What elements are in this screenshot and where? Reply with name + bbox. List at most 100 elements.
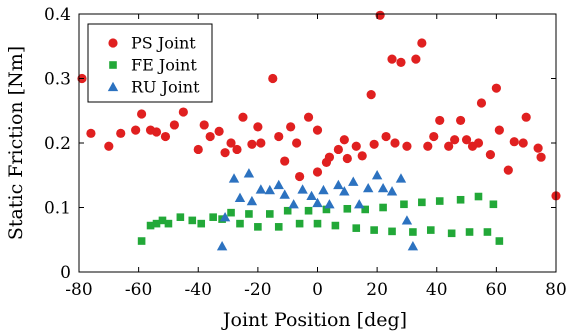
data-point <box>485 150 496 160</box>
legend-marker <box>109 61 117 69</box>
x-tick-label: -60 <box>125 280 152 300</box>
data-point <box>417 38 427 48</box>
legend-item: RU Joint <box>107 78 200 97</box>
data-point <box>151 127 162 137</box>
data-point <box>435 197 444 205</box>
data-point <box>209 213 217 221</box>
data-point <box>236 219 244 228</box>
data-point <box>401 215 413 225</box>
x-tick-label: 20 <box>366 280 388 300</box>
data-point <box>395 173 407 183</box>
legend-item: FE Joint <box>109 56 197 75</box>
data-point <box>456 115 466 126</box>
data-point <box>197 219 206 228</box>
legend: PS Joint FE Joint RU Joint <box>87 23 213 103</box>
plot-area <box>77 10 561 251</box>
data-point <box>104 141 114 151</box>
data-point <box>164 219 173 228</box>
legend-label: PS Joint <box>131 34 196 53</box>
data-point <box>238 112 248 122</box>
data-point <box>444 141 454 151</box>
data-point <box>280 156 290 166</box>
series-triangle <box>216 168 419 251</box>
x-tick-label: 40 <box>426 280 448 300</box>
x-tick-label: -80 <box>65 280 92 300</box>
data-point <box>354 199 365 209</box>
data-point <box>377 182 389 193</box>
data-point <box>227 208 235 217</box>
data-point <box>447 229 456 238</box>
y-tick-label: 0 <box>60 263 71 283</box>
data-point <box>352 224 361 232</box>
data-point <box>254 223 262 231</box>
data-point <box>388 227 396 236</box>
data-point <box>243 168 255 178</box>
series-circle <box>77 10 561 201</box>
legend-marker <box>108 38 118 48</box>
data-point <box>357 151 367 161</box>
x-tick-label: 60 <box>486 280 508 300</box>
data-point <box>169 120 179 130</box>
data-point <box>536 152 546 162</box>
data-point <box>351 141 361 151</box>
data-point <box>342 153 352 164</box>
data-point <box>205 131 215 142</box>
data-point <box>256 138 266 148</box>
data-point <box>274 131 284 142</box>
data-point <box>312 167 323 177</box>
data-point <box>193 144 203 155</box>
data-point <box>386 186 398 196</box>
data-point <box>297 184 308 194</box>
data-point <box>429 131 439 142</box>
data-point <box>268 73 278 84</box>
data-point <box>418 198 426 207</box>
data-point <box>533 143 543 153</box>
data-point <box>324 152 335 162</box>
data-point <box>370 226 378 234</box>
x-axis-label: Joint Position [deg] <box>221 309 407 331</box>
data-point <box>306 190 317 201</box>
y-tick-label: 0.2 <box>44 134 71 154</box>
data-point <box>473 138 484 148</box>
y-axis-label: Static Friction [Nm] <box>5 46 27 240</box>
data-point <box>226 138 236 148</box>
data-point <box>245 210 253 218</box>
data-point <box>178 107 188 117</box>
data-point <box>232 144 242 155</box>
data-point <box>137 109 147 119</box>
data-point <box>158 216 167 225</box>
data-point <box>456 195 465 204</box>
data-point <box>509 137 519 147</box>
data-point <box>255 184 267 194</box>
data-point <box>379 203 387 212</box>
data-point <box>274 223 283 231</box>
x-tick-label: -20 <box>244 280 271 300</box>
data-point <box>264 184 275 195</box>
data-point <box>318 184 329 195</box>
data-point <box>228 173 240 183</box>
data-point <box>489 200 498 209</box>
data-point <box>331 221 340 230</box>
legend-item: PS Joint <box>108 34 196 53</box>
data-point <box>402 141 412 151</box>
data-point <box>483 228 492 236</box>
data-point <box>396 57 406 67</box>
data-point <box>381 131 391 142</box>
series-square <box>137 192 504 245</box>
data-point <box>247 139 257 149</box>
data-point <box>339 186 350 196</box>
data-point <box>86 128 96 138</box>
legend-marker <box>107 81 119 92</box>
data-point <box>131 125 141 135</box>
data-point <box>503 165 513 175</box>
legend-label: FE Joint <box>131 56 197 75</box>
legend-box <box>87 23 213 103</box>
data-point <box>375 10 385 20</box>
data-point <box>339 135 349 145</box>
data-point <box>283 206 292 215</box>
data-point <box>324 199 335 209</box>
y-tick-label: 0.3 <box>44 70 71 90</box>
data-point <box>295 171 305 182</box>
data-point <box>160 131 171 142</box>
